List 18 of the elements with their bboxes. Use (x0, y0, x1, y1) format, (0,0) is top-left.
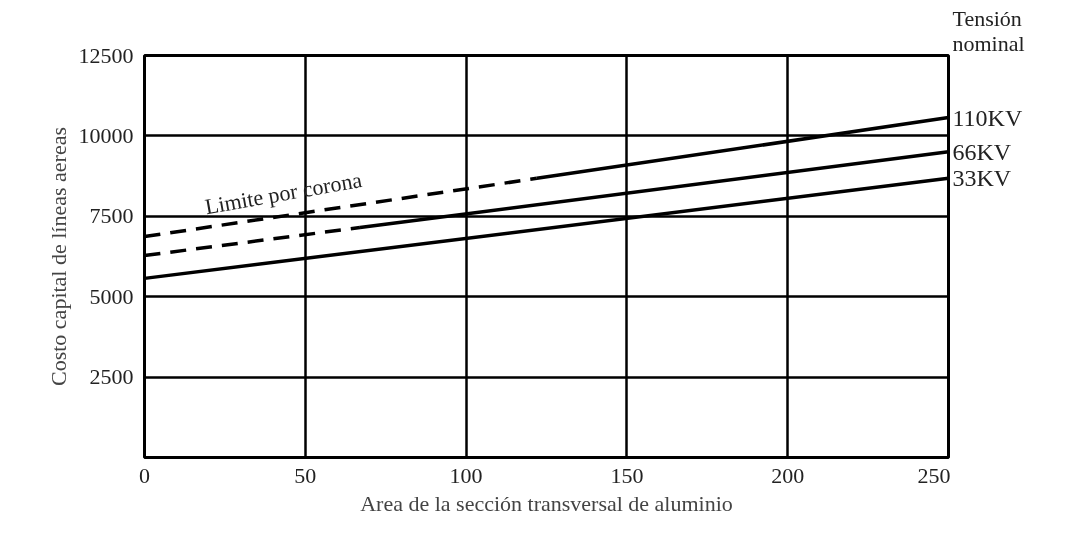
y-tick-label: 10000 (78, 122, 134, 148)
legend-title: Tensión nominal (952, 5, 1025, 56)
x-tick-label: 250 (917, 462, 951, 488)
x-tick-label: 150 (610, 462, 644, 488)
x-tick-label: 200 (771, 462, 805, 488)
x-tick-label: 100 (449, 462, 483, 488)
y-tick-label: 7500 (89, 203, 134, 229)
series-label: 33KV (952, 165, 1012, 192)
x-axis-title: Area de la sección transversal de aluminio (360, 490, 733, 516)
y-tick-label: 5000 (89, 283, 134, 309)
annotation: Limite por corona (202, 167, 364, 220)
series-label: 66KV (952, 138, 1012, 165)
x-tick-label: 0 (139, 462, 150, 488)
x-tick-label: 50 (294, 462, 317, 488)
y-tick-label: 2500 (89, 364, 134, 390)
y-tick-label: 12500 (78, 42, 134, 68)
series-label: 110KV (952, 104, 1023, 131)
y-axis-title: Costo capital de líneas aereas (45, 126, 71, 386)
